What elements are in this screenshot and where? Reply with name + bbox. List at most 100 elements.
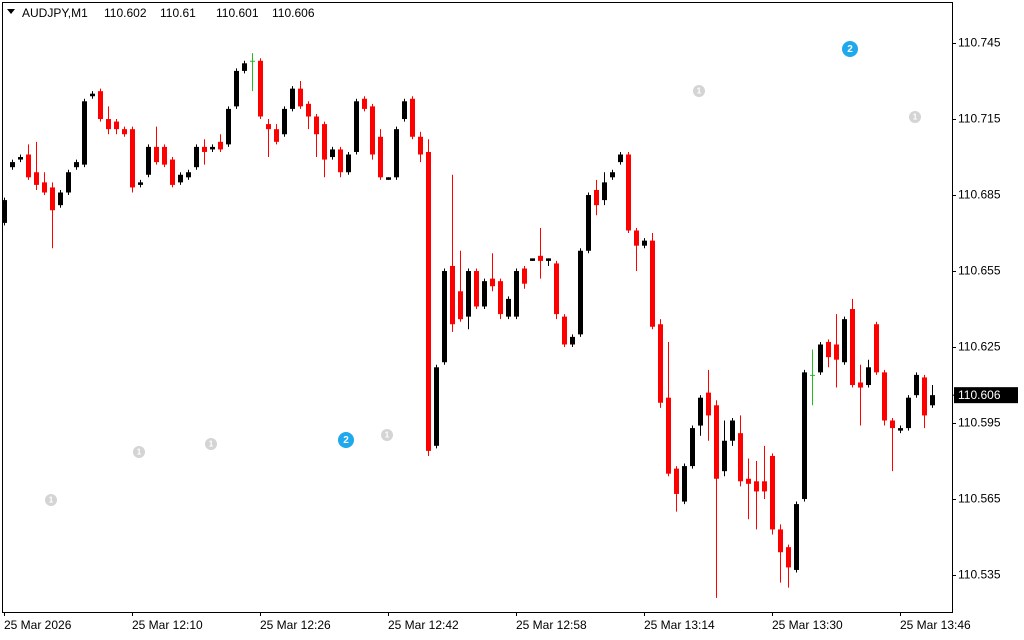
candle-body (82, 101, 87, 165)
candle-body (658, 324, 663, 403)
candle-body (138, 182, 143, 185)
candle-body (666, 397, 671, 474)
candle-body (114, 121, 119, 130)
candle-body (58, 192, 63, 206)
candle-body (34, 172, 39, 185)
event-label: 1 (209, 440, 214, 449)
candle-body (306, 103, 311, 117)
candle-body (530, 258, 535, 261)
candle-body (634, 230, 639, 246)
candle-body (426, 151, 431, 451)
candle-body (762, 481, 767, 492)
x-tick-label: 25 Mar 12:10 (132, 618, 203, 632)
candle-body (186, 172, 191, 178)
event-circle (338, 432, 354, 448)
candle-body (546, 258, 551, 261)
candle-body (570, 336, 575, 345)
event-label: 1 (49, 496, 54, 505)
candle-body (770, 455, 775, 530)
candle-body (594, 189, 599, 206)
candle-body (514, 271, 519, 317)
candle-body (298, 88, 303, 107)
y-tick-label: 110.565 (958, 492, 1001, 506)
y-tick-label: 110.535 (958, 568, 1001, 582)
candle-body (578, 250, 583, 335)
candle-body (402, 101, 407, 120)
candle-body (410, 98, 415, 137)
candle-body (242, 63, 247, 71)
candle-body (234, 70, 239, 107)
event-icon[interactable]: 1 (381, 429, 393, 441)
candle-body (194, 146, 199, 168)
candle-body (898, 428, 903, 431)
candle-body (698, 397, 703, 426)
candle-body (610, 172, 615, 178)
candle-body (26, 154, 31, 178)
candle-body (890, 420, 895, 429)
candle-body (738, 433, 743, 482)
price-label-bg (954, 387, 1018, 404)
event-icon[interactable]: 1 (45, 494, 57, 506)
header-low: 110.601 (216, 6, 259, 20)
y-tick-label: 110.745 (958, 36, 1001, 50)
event-icon[interactable]: 1 (205, 438, 217, 450)
x-tick-label: 25 Mar 12:58 (516, 618, 587, 632)
candle-body (834, 344, 839, 360)
candle-body (18, 157, 23, 160)
candle-body (522, 268, 527, 284)
candle-body (362, 98, 367, 109)
candle-body (210, 146, 215, 150)
event-icon[interactable]: 1 (909, 111, 921, 123)
candle-body (482, 281, 487, 307)
candle-body (418, 136, 423, 155)
candle-body (202, 146, 207, 152)
candle-body (370, 106, 375, 155)
candle-body (858, 382, 863, 388)
candle-body (682, 466, 687, 502)
candle-body (162, 146, 167, 165)
event-icon[interactable]: 1 (693, 85, 705, 97)
x-tick-label: 25 Mar 12:42 (388, 618, 459, 632)
candle-body (10, 162, 15, 168)
candle-body (442, 271, 447, 363)
event-label: 2 (343, 435, 349, 446)
candle-body (354, 101, 359, 152)
event-circle (842, 41, 858, 57)
candle-body (74, 162, 79, 168)
x-tick-label: 25 Mar 13:14 (644, 618, 715, 632)
candle-body (146, 146, 151, 175)
event-icon[interactable]: 2 (842, 41, 858, 57)
candle-body (882, 372, 887, 421)
candle-body (490, 278, 495, 287)
symbol: AUDJPY,M1 (22, 6, 88, 20)
candle-body (338, 149, 343, 173)
menu-triangle[interactable] (7, 9, 15, 14)
candle-body (650, 240, 655, 327)
event-icon[interactable]: 1 (133, 446, 145, 458)
candle-body (794, 504, 799, 570)
candle-body (722, 440, 727, 472)
candle-body (498, 281, 503, 315)
candle-body (50, 187, 55, 211)
candle-body (42, 182, 47, 193)
candle-body (226, 108, 231, 145)
event-circle (45, 494, 57, 506)
candle-body (618, 154, 623, 163)
y-tick-label: 110.625 (958, 340, 1001, 354)
candle-body (922, 377, 927, 416)
candle-body (170, 159, 175, 185)
candle-body (746, 478, 751, 484)
event-icon[interactable]: 2 (338, 432, 354, 448)
y-tick-label: 110.595 (958, 416, 1001, 430)
candle-body (474, 271, 479, 307)
x-tick-label: 25 Mar 2026 (4, 618, 72, 632)
header-high: 110.61 (160, 6, 196, 20)
candle-body (250, 60, 255, 62)
candle-body (346, 154, 351, 173)
candle-body (850, 309, 855, 386)
candle-body (802, 372, 807, 500)
candle-body (290, 88, 295, 109)
candle-body (754, 481, 759, 492)
